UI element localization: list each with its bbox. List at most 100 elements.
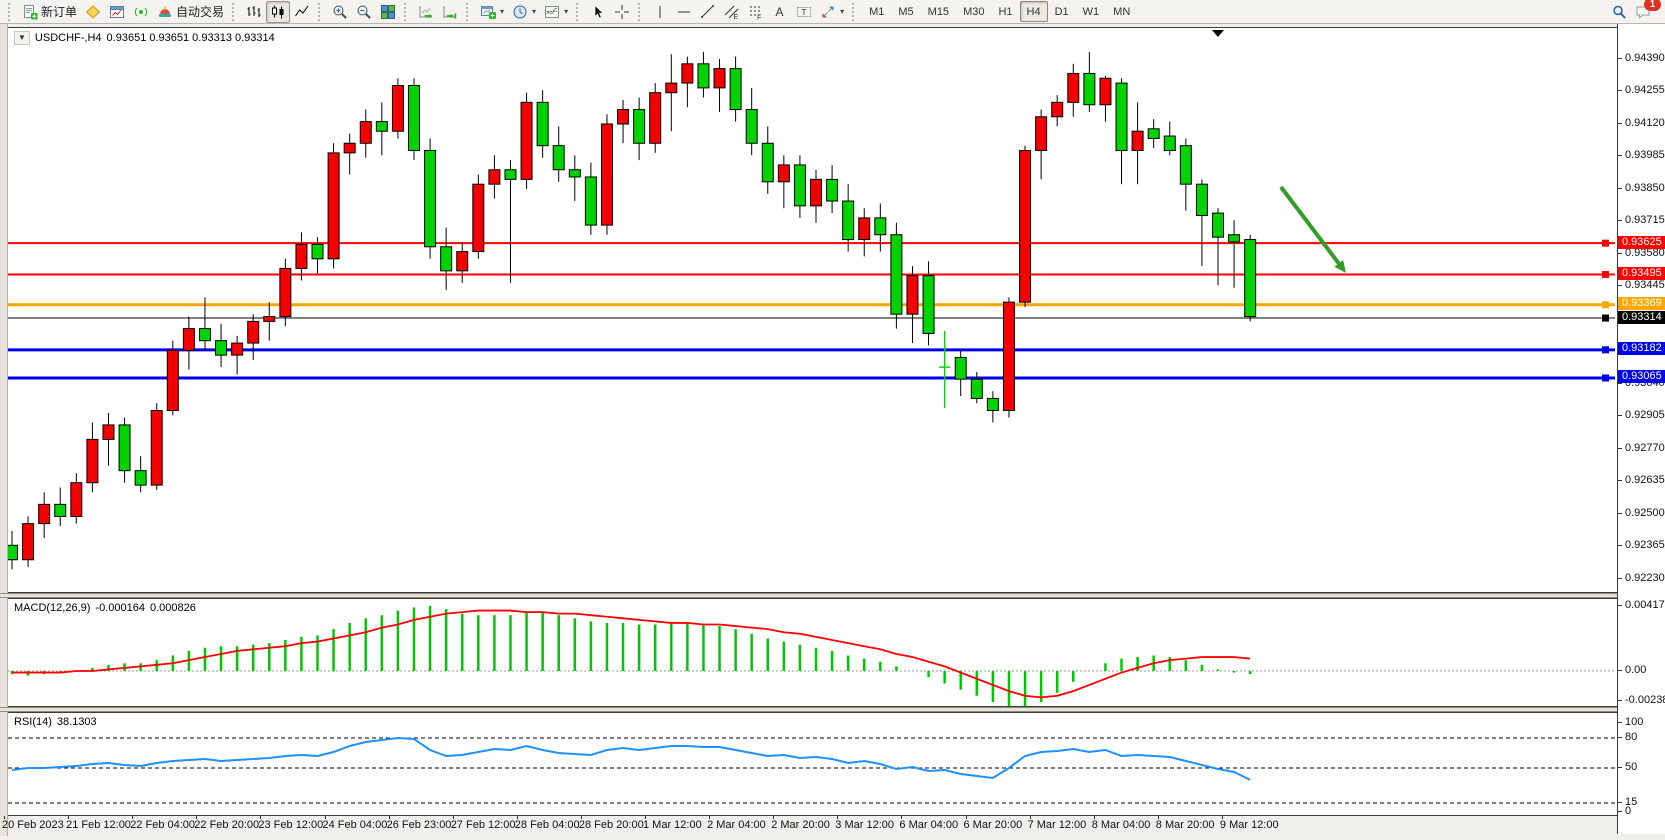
trendline-button[interactable] [696, 1, 720, 23]
one-click-trading-toggle[interactable]: ▼ [14, 31, 30, 45]
zoom-out-icon [356, 4, 372, 20]
toolbar-grip [576, 2, 582, 21]
chevron-down-icon: ▾ [840, 7, 845, 16]
price-axis-tick: 50 [1625, 761, 1638, 773]
candle-bear [536, 101, 549, 147]
new-order-button[interactable]: 新订单 [18, 1, 81, 23]
hline-anchor [1602, 301, 1609, 309]
candle-bear [890, 234, 903, 315]
price-axis-tick: 15 [1625, 796, 1638, 808]
equidistant-channel-button[interactable]: E [720, 1, 744, 23]
panel-splitter[interactable] [0, 593, 1617, 598]
arrows-button[interactable]: ▾ [816, 1, 848, 23]
price-axis-tick: -0.002387 [1625, 694, 1665, 706]
candle-bear [1083, 72, 1096, 106]
candle-bear [1179, 145, 1192, 185]
candle-bull [456, 251, 469, 272]
price-axis-tick: 0.94390 [1625, 52, 1665, 64]
macd-name: MACD(12,26,9) [14, 602, 91, 614]
fibonacci-button[interactable]: F [744, 1, 768, 23]
candle-bear [118, 424, 131, 472]
toolbar-grip [8, 2, 14, 21]
candle-bear [793, 164, 806, 207]
svg-text:T: T [802, 8, 807, 17]
market-watch-button[interactable] [81, 1, 105, 23]
crosshair-button[interactable] [610, 1, 634, 23]
auto-scroll-button[interactable] [414, 1, 438, 23]
candle-bear [1163, 135, 1176, 151]
signal-button[interactable] [129, 1, 153, 23]
price-axis-tick: 0.92230 [1625, 571, 1665, 584]
timeframe-button-M15[interactable]: M15 [927, 5, 950, 18]
time-axis-label: 26 Feb 23:00 [386, 819, 452, 831]
zoom-in-button[interactable] [328, 1, 352, 23]
line-chart-button[interactable] [290, 1, 314, 23]
candle-bear [198, 328, 211, 342]
candle-bear [311, 243, 324, 260]
chart-shift-button[interactable] [438, 1, 462, 23]
time-axis-label: 22 Feb 04:00 [130, 819, 196, 831]
chart-shift-icon [442, 4, 458, 20]
hline-anchor [1602, 314, 1609, 322]
text-button[interactable]: A [768, 1, 792, 23]
timeframe-button-M30[interactable]: M30 [963, 5, 985, 18]
svg-text:A: A [776, 5, 784, 19]
bar-chart-button[interactable] [242, 1, 266, 23]
candle-bull [681, 63, 694, 84]
text-label-button[interactable]: T [792, 1, 816, 23]
candle-bull [102, 424, 115, 440]
auto-trading-button-label: 自动交易 [176, 5, 225, 19]
macd-chart [8, 605, 1615, 706]
zoom-out-button[interactable] [352, 1, 376, 23]
candle-bull [777, 164, 790, 183]
main-chart-panel: ▼ USDCHF-,H4 0.93651 0.93651 0.93313 0.9… [8, 27, 1617, 593]
timeframe-button-H4[interactable]: H4 [1019, 1, 1048, 22]
periods-button[interactable]: ▾ [508, 1, 540, 23]
timeframe-button-MN[interactable]: MN [1113, 5, 1131, 18]
price-axis-tick: 0.93580 [1625, 246, 1665, 259]
data-window-button[interactable] [105, 1, 129, 23]
trend-arrow-annotation[interactable] [1279, 185, 1346, 273]
candlestick-chart-button[interactable] [266, 0, 291, 23]
timeframe-button-D1[interactable]: D1 [1054, 5, 1069, 18]
time-axis-label: 28 Feb 20:00 [578, 819, 644, 831]
new-order-icon [22, 4, 38, 20]
panel-splitter[interactable] [0, 707, 1617, 712]
candle-bull [343, 142, 356, 154]
candle-bull [600, 123, 613, 226]
timeframe-button-M5[interactable]: M5 [898, 5, 914, 18]
candle-bull [1067, 72, 1080, 103]
timeframe-button-H1[interactable]: H1 [998, 5, 1013, 18]
timeframe-button-M1[interactable]: M1 [869, 5, 885, 18]
macd-label: MACD(12,26,9) -0.000164 0.000826 [14, 602, 196, 614]
indicators-icon [544, 4, 560, 20]
cursor-button[interactable] [586, 1, 610, 23]
search-button[interactable] [1607, 1, 1631, 23]
new-chart-button[interactable]: ▾ [476, 1, 508, 23]
auto-trading-button[interactable]: 自动交易 [153, 1, 228, 23]
vertical-line-button[interactable] [648, 1, 672, 23]
candle-bear [504, 169, 517, 180]
candle-bull [488, 169, 501, 185]
timeframe-button-W1[interactable]: W1 [1082, 5, 1100, 18]
candle-bull [247, 320, 260, 344]
candle-bear [633, 109, 646, 144]
diamond-icon [85, 4, 101, 20]
indicators-button[interactable]: ▾ [540, 1, 572, 23]
rsi-value: 38.1303 [56, 716, 97, 728]
candle-bear [1147, 128, 1160, 139]
price-line-label: 0.93625 [1618, 235, 1665, 249]
time-axis-label: 3 Mar 12:00 [835, 819, 894, 831]
time-axis-label: 28 Feb 04:00 [514, 819, 580, 831]
macd-value-signal: 0.000826 [149, 602, 196, 614]
candle-bear [1244, 239, 1257, 318]
tile-windows-button[interactable] [376, 1, 400, 23]
horizontal-line-button[interactable] [672, 1, 696, 23]
price-axis: 0.94390 0.94255 0.94120 0.93985 0.93850 0.937… [1617, 24, 1665, 834]
vline-icon [652, 4, 668, 20]
fibonacci-icon: F [748, 4, 764, 20]
candle-bull [1019, 149, 1032, 303]
notifications-button[interactable]: 1 [1631, 0, 1661, 23]
candle-bear [568, 169, 581, 178]
